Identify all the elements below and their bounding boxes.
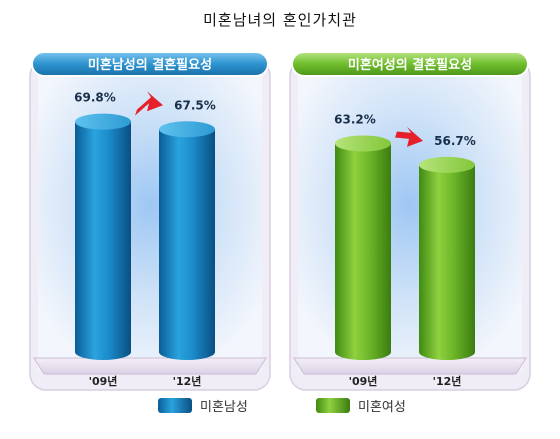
legend-item-female: 미혼여성: [316, 396, 406, 415]
chart-panel-male: 미혼남성의 결혼필요성 69.8% '09년 67.5% '12년: [29, 51, 271, 391]
category-label-male-0: '09년: [89, 374, 118, 388]
bar-cap-male-1: [159, 121, 215, 138]
floor: [293, 357, 527, 375]
data-label-female-0: 63.2%: [334, 112, 376, 126]
data-label-male-1: 67.5%: [174, 98, 216, 112]
panel-header: [31, 51, 269, 77]
plot-background: [38, 70, 262, 370]
chart-panel-female: 미혼여성의 결혼필요성 63.2% '09년 56.7% '12년: [289, 51, 531, 391]
legend-swatch-male: [158, 398, 192, 413]
panel-header: [291, 51, 529, 77]
legend-swatch-female: [316, 398, 350, 413]
panel-title: 미혼여성의 결혼필요성: [348, 57, 472, 73]
bar-male-1: [159, 129, 215, 360]
bar-cap-female-0: [335, 135, 391, 152]
trend-arrow-icon: [135, 91, 163, 116]
data-label-female-1: 56.7%: [434, 134, 476, 148]
legend-label-male: 미혼남성: [200, 400, 248, 415]
legend-item-male: 미혼남성: [158, 396, 248, 415]
panel-title: 미혼남성의 결혼필요성: [88, 57, 212, 73]
bar-female-1: [419, 164, 475, 360]
category-label-female-0: '09년: [349, 374, 378, 388]
category-label-female-1: '12년: [433, 374, 462, 388]
legend-label-female: 미혼여성: [358, 400, 406, 415]
data-label-male-0: 69.8%: [74, 91, 116, 105]
bar-female-0: [335, 143, 391, 360]
page-title: 미혼남녀의 혼인가치관: [203, 11, 357, 29]
category-label-male-1: '12년: [173, 374, 202, 388]
trend-arrow-icon: [395, 126, 423, 147]
bar-male-0: [75, 121, 131, 360]
bar-cap-male-0: [75, 113, 131, 130]
bar-cap-female-1: [419, 156, 475, 173]
plot-background: [298, 70, 522, 370]
floor: [33, 357, 267, 375]
